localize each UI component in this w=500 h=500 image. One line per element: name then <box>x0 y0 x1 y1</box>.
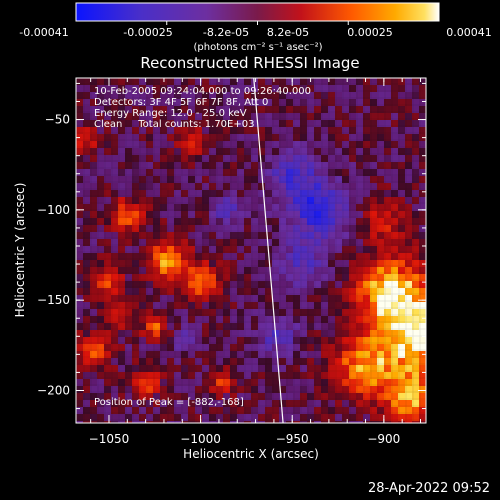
y-tick-label: −100 <box>37 203 70 217</box>
colorbar-unit-label: (photons cm⁻² s⁻¹ asec⁻²) <box>193 42 322 53</box>
colorbar-label-4: 0.00025 <box>347 26 393 39</box>
x-tick-label: −1050 <box>89 432 130 446</box>
chart-title: Reconstructed RHESSI Image <box>140 54 359 72</box>
limb-line <box>253 78 284 423</box>
colorbar-label-1: -0.00025 <box>123 26 172 39</box>
x-tick-label: −950 <box>276 432 309 446</box>
x-tick-label: −900 <box>367 432 400 446</box>
colorbar-label-0: -0.00041 <box>19 26 68 39</box>
energy-range-text: Energy Range: 12.0 - 25.0 keV <box>94 108 247 119</box>
y-tick-label: −150 <box>37 293 70 307</box>
colorbar-label-5: 0.00041 <box>446 26 492 39</box>
y-tick-label: −50 <box>45 113 70 127</box>
y-axis-label: Heliocentric Y (arcsec) <box>13 183 27 318</box>
heatmap-plot: Reconstructed RHESSI Image −1050 −1000 −95… <box>13 54 427 461</box>
time-range-text: 10-Feb-2005 09:24:04.000 to 09:26:40.000 <box>94 86 312 97</box>
plot-frame <box>75 77 427 424</box>
pixel-grid <box>76 78 426 423</box>
clean-counts-text: Clean Total counts: 1.70E+03 <box>94 119 255 130</box>
x-tick-label: −1000 <box>180 432 221 446</box>
colorbar-label-3: 8.2e-05 <box>267 26 309 39</box>
timestamp: 28-Apr-2022 09:52 <box>368 481 490 496</box>
detectors-text: Detectors: 3F 4F 5F 6F 7F 8F, Att 0 <box>94 97 269 108</box>
x-axis-label: Heliocentric X (arcsec) <box>183 447 319 461</box>
colorbar-label-2: -8.2e-05 <box>203 26 249 39</box>
colorbar: -0.00041 -0.00025 -8.2e-05 8.2e-05 0.000… <box>19 2 492 53</box>
axis-ticks: −1050 −1000 −950 −900 −50 −100 −150 −200 <box>37 78 426 446</box>
y-tick-label: −200 <box>37 383 70 397</box>
peak-position-text: Position of Peak = [-882,-168] <box>94 397 244 408</box>
